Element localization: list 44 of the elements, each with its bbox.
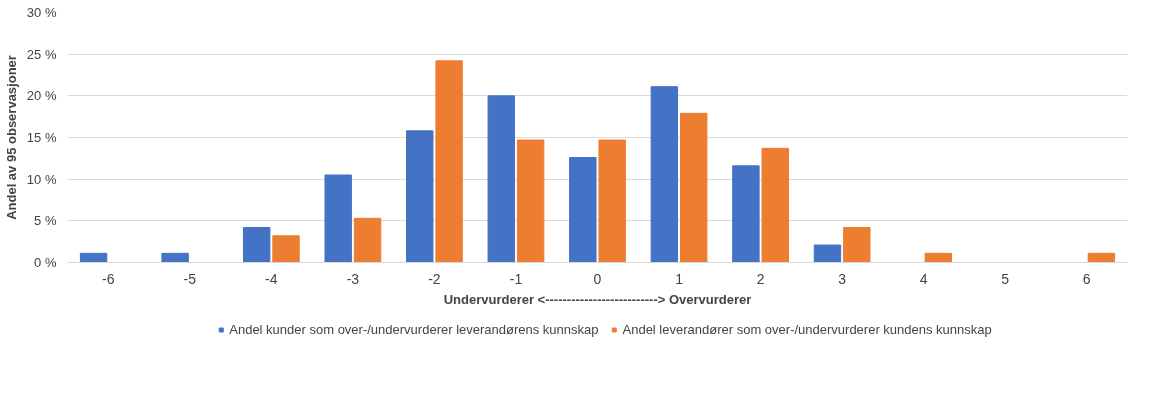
y-tick-label: 15 % <box>26 130 57 145</box>
bar <box>324 174 352 263</box>
y-tick-label: 20 % <box>26 88 57 104</box>
legend-label: Andel leverandører som over-/undervurderer kundens kunnskap <box>622 321 992 337</box>
x-axis-title: Undervurderer <--------------------------> Overvurderer <box>443 291 752 307</box>
y-tick-label: 0 % <box>34 255 57 270</box>
x-tick-label: 1 <box>675 270 684 287</box>
legend-label: Andel kunder som over-/undervurderer leverandørens kunnskap <box>229 321 599 337</box>
y-tick-label: 5 % <box>34 213 57 229</box>
y-axis-title: Andel av 95 observasjoner <box>3 55 19 220</box>
y-tick-label: 10 % <box>26 171 57 187</box>
bar <box>843 227 871 263</box>
bar <box>761 147 789 263</box>
x-tick-label: 3 <box>838 270 847 287</box>
bar <box>435 60 463 263</box>
bar <box>161 252 189 263</box>
bar <box>353 217 382 263</box>
x-tick-label: -2 <box>428 270 441 287</box>
bar <box>406 130 434 263</box>
bar <box>272 235 300 263</box>
bar <box>732 165 760 263</box>
bar <box>680 112 708 263</box>
bar <box>1087 252 1116 263</box>
x-tick-label: -5 <box>183 270 197 287</box>
x-tick-label: -1 <box>509 270 523 287</box>
bar <box>569 157 597 263</box>
bar <box>813 244 842 263</box>
y-tick-label: 30 % <box>26 5 57 20</box>
x-tick-label: 6 <box>1082 270 1091 287</box>
x-tick-label: 4 <box>919 270 928 287</box>
y-tick-label: 25 % <box>26 46 57 62</box>
bar <box>79 252 108 263</box>
x-tick-label: 2 <box>756 270 765 287</box>
bar <box>650 86 679 263</box>
bar <box>487 95 515 263</box>
bar <box>516 139 545 263</box>
x-tick-label: 5 <box>1001 270 1010 287</box>
x-tick-label: 0 <box>593 270 602 287</box>
x-tick-label: -3 <box>346 270 360 287</box>
x-tick-label: -4 <box>265 270 278 287</box>
bar <box>598 139 626 263</box>
x-tick-label: -6 <box>102 270 115 287</box>
bar <box>924 252 953 263</box>
bar <box>242 227 271 263</box>
